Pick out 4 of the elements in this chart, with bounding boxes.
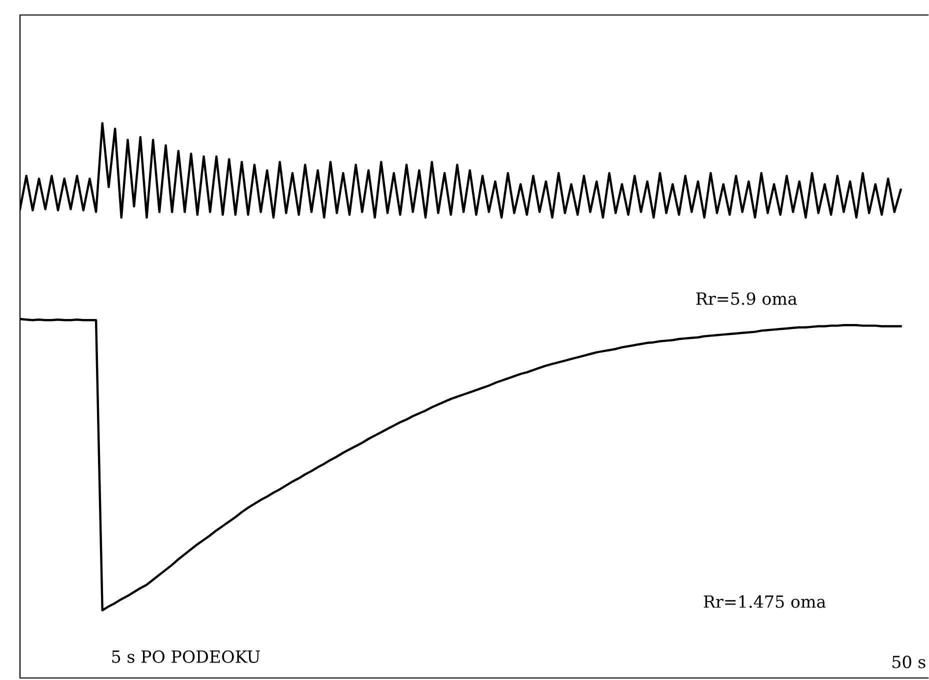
annotation: Rr=1.475 oma <box>704 595 826 608</box>
annotation: 5 s PO PODEOKU <box>112 650 260 663</box>
annotation: Rr=5.9 oma <box>696 292 797 305</box>
annotation: 50 s <box>892 656 926 668</box>
